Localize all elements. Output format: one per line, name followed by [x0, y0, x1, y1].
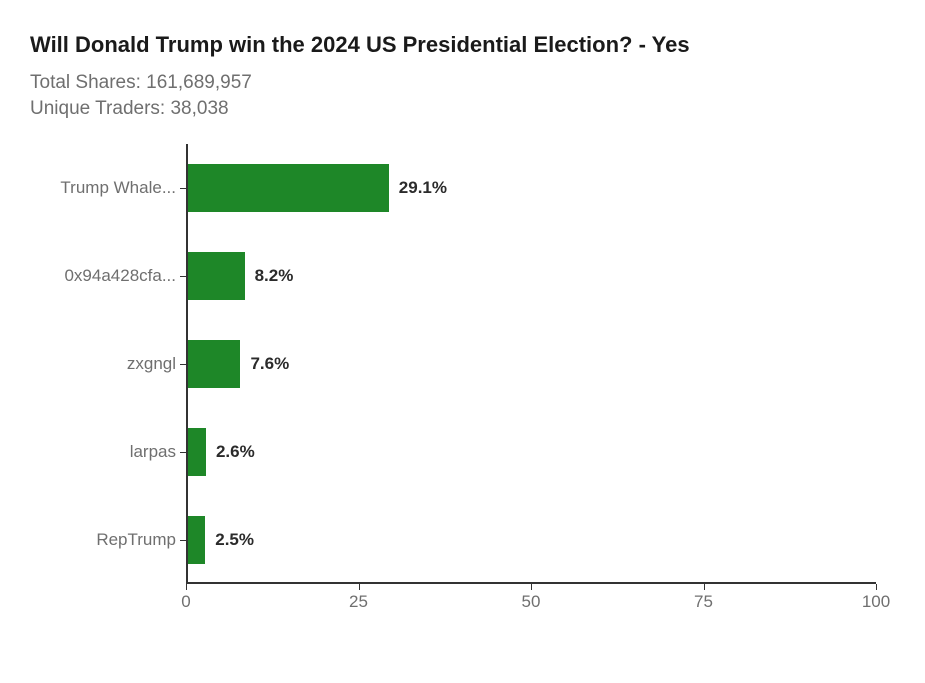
x-axis-tick-label: 75: [694, 592, 713, 612]
bar: [188, 164, 389, 212]
x-axis-tick: [876, 584, 877, 590]
x-axis-tick: [359, 584, 360, 590]
chart-area: Trump Whale... 0x94a428cfa... zxgngl larpas…: [30, 144, 890, 624]
y-axis-category-label: RepTrump: [96, 530, 178, 550]
y-axis-category-label: larpas: [130, 442, 178, 462]
x-axis-tick: [704, 584, 705, 590]
x-axis-tick: [186, 584, 187, 590]
y-axis-category-label: 0x94a428cfa...: [64, 266, 178, 286]
chart-container: Will Donald Trump win the 2024 US Presid…: [0, 0, 925, 624]
x-axis-tick-label: 100: [862, 592, 890, 612]
x-axis-tick-label: 0: [181, 592, 190, 612]
plot-area: 29.1% 8.2% 7.6% 2.6% 2.5%: [186, 144, 876, 584]
bar-value-label: 8.2%: [255, 266, 294, 286]
bar: [188, 252, 245, 300]
bar-value-label: 2.5%: [215, 530, 254, 550]
chart-title: Will Donald Trump win the 2024 US Presid…: [30, 32, 895, 58]
total-shares-label: Total Shares: 161,689,957: [30, 72, 895, 94]
unique-traders-label: Unique Traders: 38,038: [30, 98, 895, 120]
bar: [188, 340, 240, 388]
x-axis: 0255075100: [186, 584, 876, 624]
y-axis-category-label: Trump Whale...: [60, 178, 178, 198]
x-axis-tick: [531, 584, 532, 590]
bar-value-label: 7.6%: [250, 354, 289, 374]
y-axis-labels: Trump Whale... 0x94a428cfa... zxgngl larpas…: [30, 144, 178, 624]
bar: [188, 516, 205, 564]
y-axis-category-label: zxgngl: [127, 354, 178, 374]
x-axis-tick-label: 25: [349, 592, 368, 612]
bar: [188, 428, 206, 476]
x-axis-tick-label: 50: [522, 592, 541, 612]
bar-value-label: 29.1%: [399, 178, 447, 198]
bar-value-label: 2.6%: [216, 442, 255, 462]
